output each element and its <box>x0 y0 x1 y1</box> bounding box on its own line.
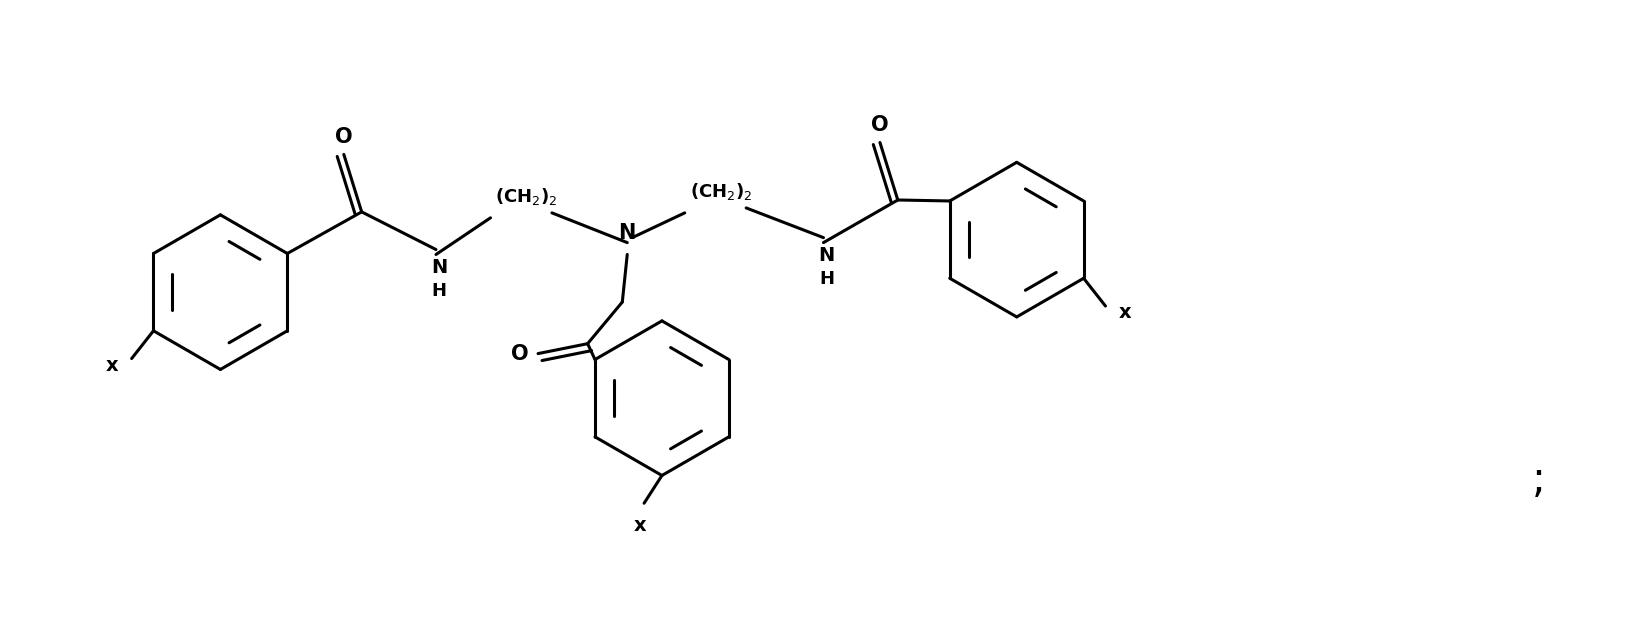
Text: O: O <box>512 344 529 363</box>
Text: ;: ; <box>1531 460 1546 502</box>
Text: O: O <box>336 126 352 147</box>
Text: N: N <box>818 246 834 265</box>
Text: N: N <box>430 258 446 277</box>
Text: x: x <box>1119 304 1132 323</box>
Text: H: H <box>819 270 834 288</box>
Text: N: N <box>619 223 635 242</box>
Text: H: H <box>432 282 446 300</box>
Text: O: O <box>872 115 889 135</box>
Text: (CH$_2$)$_2$: (CH$_2$)$_2$ <box>495 186 557 207</box>
Text: x: x <box>106 356 119 375</box>
Text: x: x <box>634 516 647 534</box>
Text: (CH$_2$)$_2$: (CH$_2$)$_2$ <box>689 181 753 202</box>
